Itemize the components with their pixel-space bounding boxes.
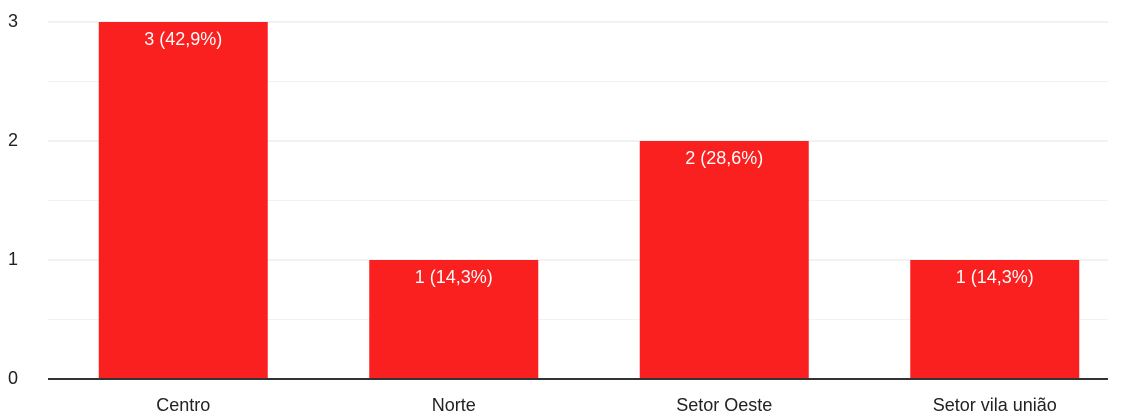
value-label: 2 (28,6%) [685, 148, 763, 168]
bar [98, 22, 268, 379]
bar [369, 260, 539, 379]
x-tick-label: Setor vila união [933, 395, 1057, 415]
bar [910, 260, 1080, 379]
y-tick-label: 3 [8, 11, 18, 31]
x-tick-label: Centro [156, 395, 210, 415]
bar [639, 141, 809, 379]
value-label: 3 (42,9%) [144, 29, 222, 49]
x-tick-label: Setor Oeste [676, 395, 772, 415]
y-tick-label: 1 [8, 249, 18, 269]
y-tick-label: 2 [8, 130, 18, 150]
y-tick-label: 0 [8, 368, 18, 388]
value-label: 1 (14,3%) [415, 267, 493, 287]
value-label: 1 (14,3%) [956, 267, 1034, 287]
x-tick-label: Norte [432, 395, 476, 415]
